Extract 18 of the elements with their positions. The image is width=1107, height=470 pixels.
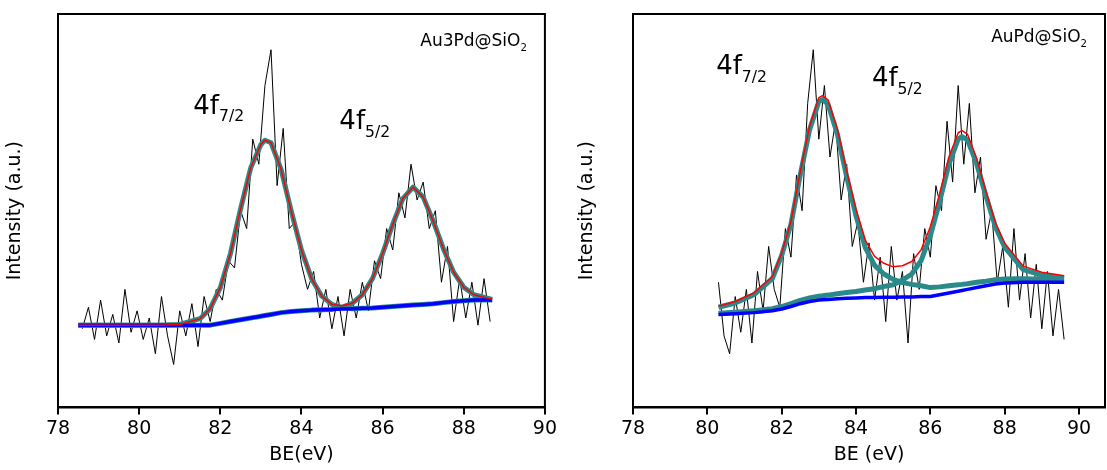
x-tick-label: 86: [370, 415, 395, 438]
x-tick-label: 78: [45, 415, 71, 438]
x-tick-label: 80: [695, 415, 720, 438]
x-tick-label: 88: [992, 415, 1017, 438]
x-tick-label: 84: [843, 415, 869, 438]
x-axis-title: BE(eV): [269, 441, 334, 464]
x-tick-label: 82: [769, 415, 794, 438]
x-tick-label: 88: [451, 415, 476, 438]
x-tick-label: 78: [620, 415, 646, 438]
x-tick-label: 90: [532, 415, 558, 438]
x-axis-title: BE (eV): [833, 441, 905, 464]
x-tick-label: 86: [918, 415, 943, 438]
y-axis-title: Intensity (a.u.): [574, 141, 597, 281]
x-tick-label: 84: [289, 415, 314, 438]
y-axis-title: Intensity (a.u.): [2, 141, 25, 281]
x-tick-label: 90: [1066, 415, 1092, 438]
x-tick-label: 80: [127, 415, 152, 438]
x-tick-label: 82: [208, 415, 233, 438]
